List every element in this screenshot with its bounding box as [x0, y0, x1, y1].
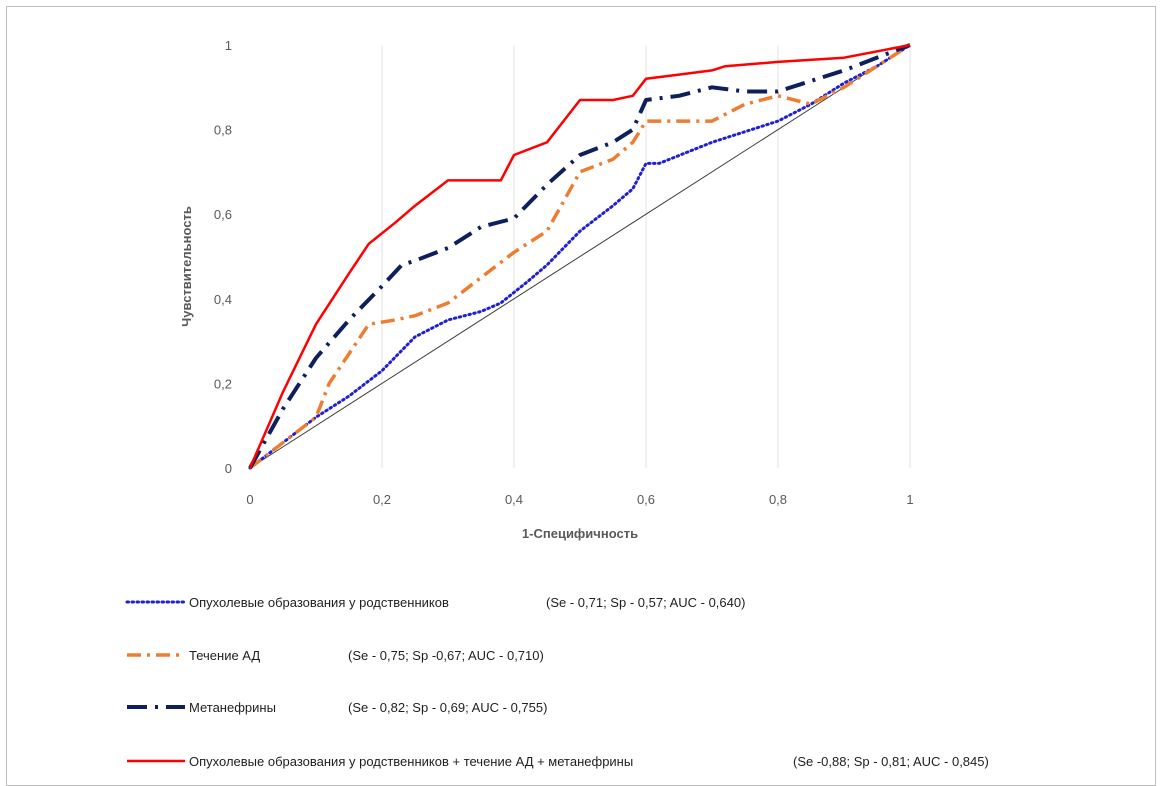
y-tick-label: 1	[225, 38, 232, 53]
y-tick-label: 0,8	[214, 123, 232, 138]
x-tick-label: 0,2	[373, 492, 391, 507]
legend-stats-3: (Se - 0,82; Sp - 0,69; AUC - 0,755)	[348, 700, 547, 715]
reference-line	[249, 44, 911, 469]
series-layer	[248, 43, 912, 470]
axis-layer: 0 0,2 0,4 0,6 0,8 1 0 0,2 0,4 0,6 0,8 1	[214, 38, 914, 507]
series-line-1	[248, 43, 912, 470]
legend: Опухолевые образования у родственников (S…	[125, 595, 989, 769]
legend-stats-4: (Se -0,88; Sp - 0,81; AUC - 0,845)	[793, 754, 989, 769]
legend-label-2: Течение АД	[189, 648, 260, 663]
y-tick-label: 0	[225, 461, 232, 476]
grid-layer	[381, 45, 911, 468]
y-tick-label: 0,6	[214, 207, 232, 222]
x-tick-label: 0,4	[505, 492, 523, 507]
x-tick-label: 0	[246, 492, 253, 507]
legend-stats-2: (Se - 0,75; Sp -0,67; AUC - 0,710)	[348, 648, 544, 663]
x-axis-title: 1-Специфичность	[522, 526, 638, 541]
chart-frame: 0 0,2 0,4 0,6 0,8 1 0 0,2 0,4 0,6 0,8 1 1-Специфичн…	[6, 6, 1156, 786]
y-tick-label: 0,4	[214, 292, 232, 307]
x-tick-label: 1	[906, 492, 913, 507]
legend-label-3: Метанефрины	[189, 700, 276, 715]
x-tick-label: 0,6	[637, 492, 655, 507]
series-line-2	[248, 43, 911, 470]
legend-label-4: Опухолевые образования у родственников +…	[189, 754, 633, 769]
legend-label-1: Опухолевые образования у родственников	[189, 595, 449, 610]
roc-chart: 0 0,2 0,4 0,6 0,8 1 0 0,2 0,4 0,6 0,8 1 1-Специфичн…	[125, 38, 989, 769]
y-tick-label: 0,2	[214, 376, 232, 391]
x-tick-label: 0,8	[769, 492, 787, 507]
series-line-4	[248, 43, 911, 469]
legend-stats-1: (Se - 0,71; Sp - 0,57; AUC - 0,640)	[546, 595, 745, 610]
y-axis-title: Чувствительность	[179, 206, 194, 327]
